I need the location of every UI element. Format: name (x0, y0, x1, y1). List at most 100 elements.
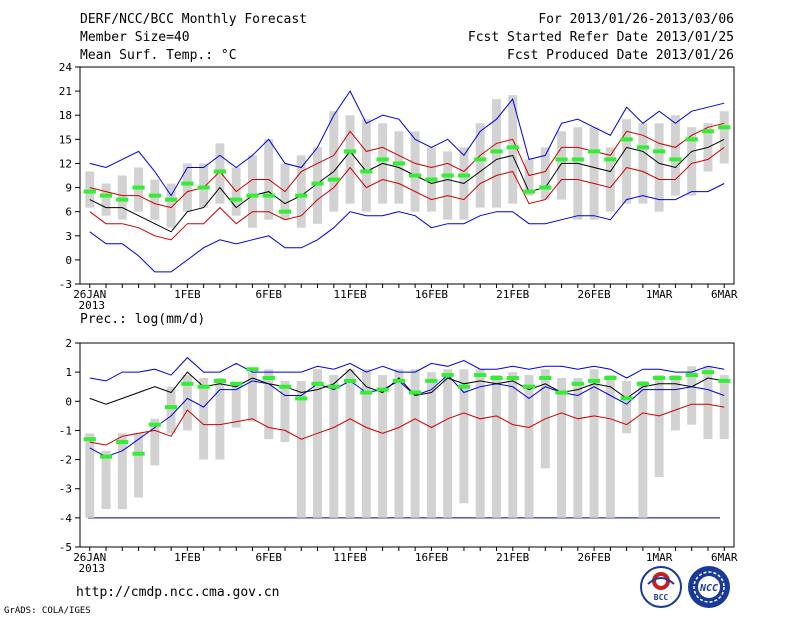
prec-obs-32 (604, 375, 617, 380)
prec-ytick-label-4: -1 (59, 424, 72, 437)
prec-obs-33 (620, 396, 633, 401)
prec-obs-39 (718, 378, 731, 383)
prec-box-21 (426, 372, 436, 518)
temp-box-32 (605, 147, 615, 212)
temp-box-4 (150, 179, 160, 220)
prec-ytick-label-7: 2 (65, 337, 72, 350)
prec-box-13 (296, 380, 306, 518)
prec-line-mean (89, 368, 725, 405)
temp-obs-35 (653, 149, 666, 154)
temp-obs-1 (99, 193, 113, 198)
temp-box-14 (313, 147, 322, 224)
temp-box-33 (622, 119, 632, 204)
prec-box-38 (703, 366, 713, 440)
temp-xtick-label-3: 11FEB (333, 288, 366, 301)
prec-box-4 (150, 418, 160, 466)
prec-ytick-label-5: 0 (65, 395, 72, 408)
prec-box-25 (492, 375, 501, 518)
temp-box-29 (557, 131, 567, 200)
prec-xtick-year: 2013 (79, 562, 106, 575)
prec-obs-4 (148, 422, 161, 427)
temp-obs-9 (230, 197, 243, 202)
prec-box-5 (166, 386, 176, 434)
bcc-logo: BCC (640, 566, 682, 608)
temp-box-34 (638, 123, 648, 204)
temp-box-2 (117, 175, 127, 220)
prec-obs-34 (636, 381, 649, 386)
prec-box-18 (378, 375, 388, 518)
temp-ytick-label-3: 6 (65, 206, 72, 219)
temp-box-15 (329, 111, 339, 212)
temp-obs-37 (685, 137, 698, 142)
temp-obs-22 (441, 173, 454, 178)
prec-box-17 (361, 369, 371, 518)
temp-box-8 (215, 143, 225, 204)
prec-obs-21 (425, 378, 438, 383)
temp-xtick-label-1: 1FEB (174, 288, 201, 301)
temp-frame (79, 66, 735, 285)
prec-box-1 (101, 450, 111, 510)
temp-xtick-label-6: 26FEB (578, 288, 611, 301)
prec-box-9 (231, 383, 241, 428)
temp-obs-33 (620, 137, 633, 142)
prec-obs-38 (701, 370, 715, 375)
prec-box-36 (670, 375, 680, 431)
temp-obs-11 (262, 193, 275, 198)
prec-obs-18 (376, 387, 389, 392)
prec-box-11 (264, 369, 274, 440)
ncc-logo-text: NCC (699, 583, 718, 594)
prec-obs-2 (116, 440, 129, 445)
prec-box-20 (410, 369, 420, 518)
prec-obs-11 (262, 375, 275, 380)
temp-xtick-label-0: 26JAN (73, 288, 106, 301)
prec-box-10 (247, 372, 257, 422)
temp-obs-24 (474, 157, 487, 162)
temp-box-30 (573, 127, 583, 220)
temp-box-35 (654, 123, 664, 212)
prec-box-35 (654, 375, 664, 478)
prec-box-15 (329, 375, 339, 518)
temp-box-36 (670, 115, 680, 196)
temp-box-28 (540, 147, 550, 200)
prec-box-2 (117, 433, 127, 510)
prec-box-29 (557, 377, 567, 518)
temp-obs-38 (701, 129, 715, 134)
temp-obs-2 (116, 197, 129, 202)
prec-ytick-label-0: -5 (59, 541, 72, 554)
prec-box-33 (622, 380, 632, 434)
prec-obs-8 (213, 378, 227, 383)
prec-xtick-label-1: 1FEB (174, 551, 201, 564)
temp-obs-14 (311, 181, 324, 186)
prec-box-7 (199, 377, 209, 460)
prec-xtick-label-5: 21FEB (496, 551, 529, 564)
prec-box-30 (573, 377, 583, 518)
temp-xtick-label-4: 16FEB (415, 288, 448, 301)
prec-box-14 (313, 369, 322, 518)
prec-obs-7 (197, 384, 210, 389)
prec-box-3 (134, 433, 144, 498)
prec-xtick-label-0: 26JAN (73, 551, 106, 564)
temp-obs-26 (506, 145, 519, 150)
prec-xtick-label-6: 26FEB (578, 551, 611, 564)
temp-line-ens_max (89, 90, 725, 197)
prec-ytick-label-1: -4 (59, 512, 73, 525)
member-size: Member Size=40 (80, 30, 190, 45)
temp-xtick-label-8: 6MAR (711, 288, 738, 301)
temp-box-26 (508, 95, 518, 204)
temp-line-mean (89, 138, 725, 233)
prec-box-16 (345, 369, 355, 518)
temp-obs-27 (522, 189, 536, 194)
temp-ytick-label-9: 24 (59, 61, 73, 74)
prec-obs-27 (522, 384, 536, 389)
prec-box-37 (687, 366, 697, 425)
temp-obs-25 (490, 149, 503, 154)
variable-label: Mean Surf. Temp.: °C (80, 48, 237, 63)
prec-xtick-label-8: 6MAR (711, 551, 738, 564)
temp-ytick-label-5: 12 (59, 157, 72, 170)
prec-obs-15 (327, 384, 340, 389)
prec-box-23 (459, 369, 469, 504)
forecast-produced: Fcst Produced Date 2013/01/26 (507, 48, 734, 63)
ncc-logo: NCC (688, 566, 730, 608)
prec-box-0 (85, 433, 95, 518)
